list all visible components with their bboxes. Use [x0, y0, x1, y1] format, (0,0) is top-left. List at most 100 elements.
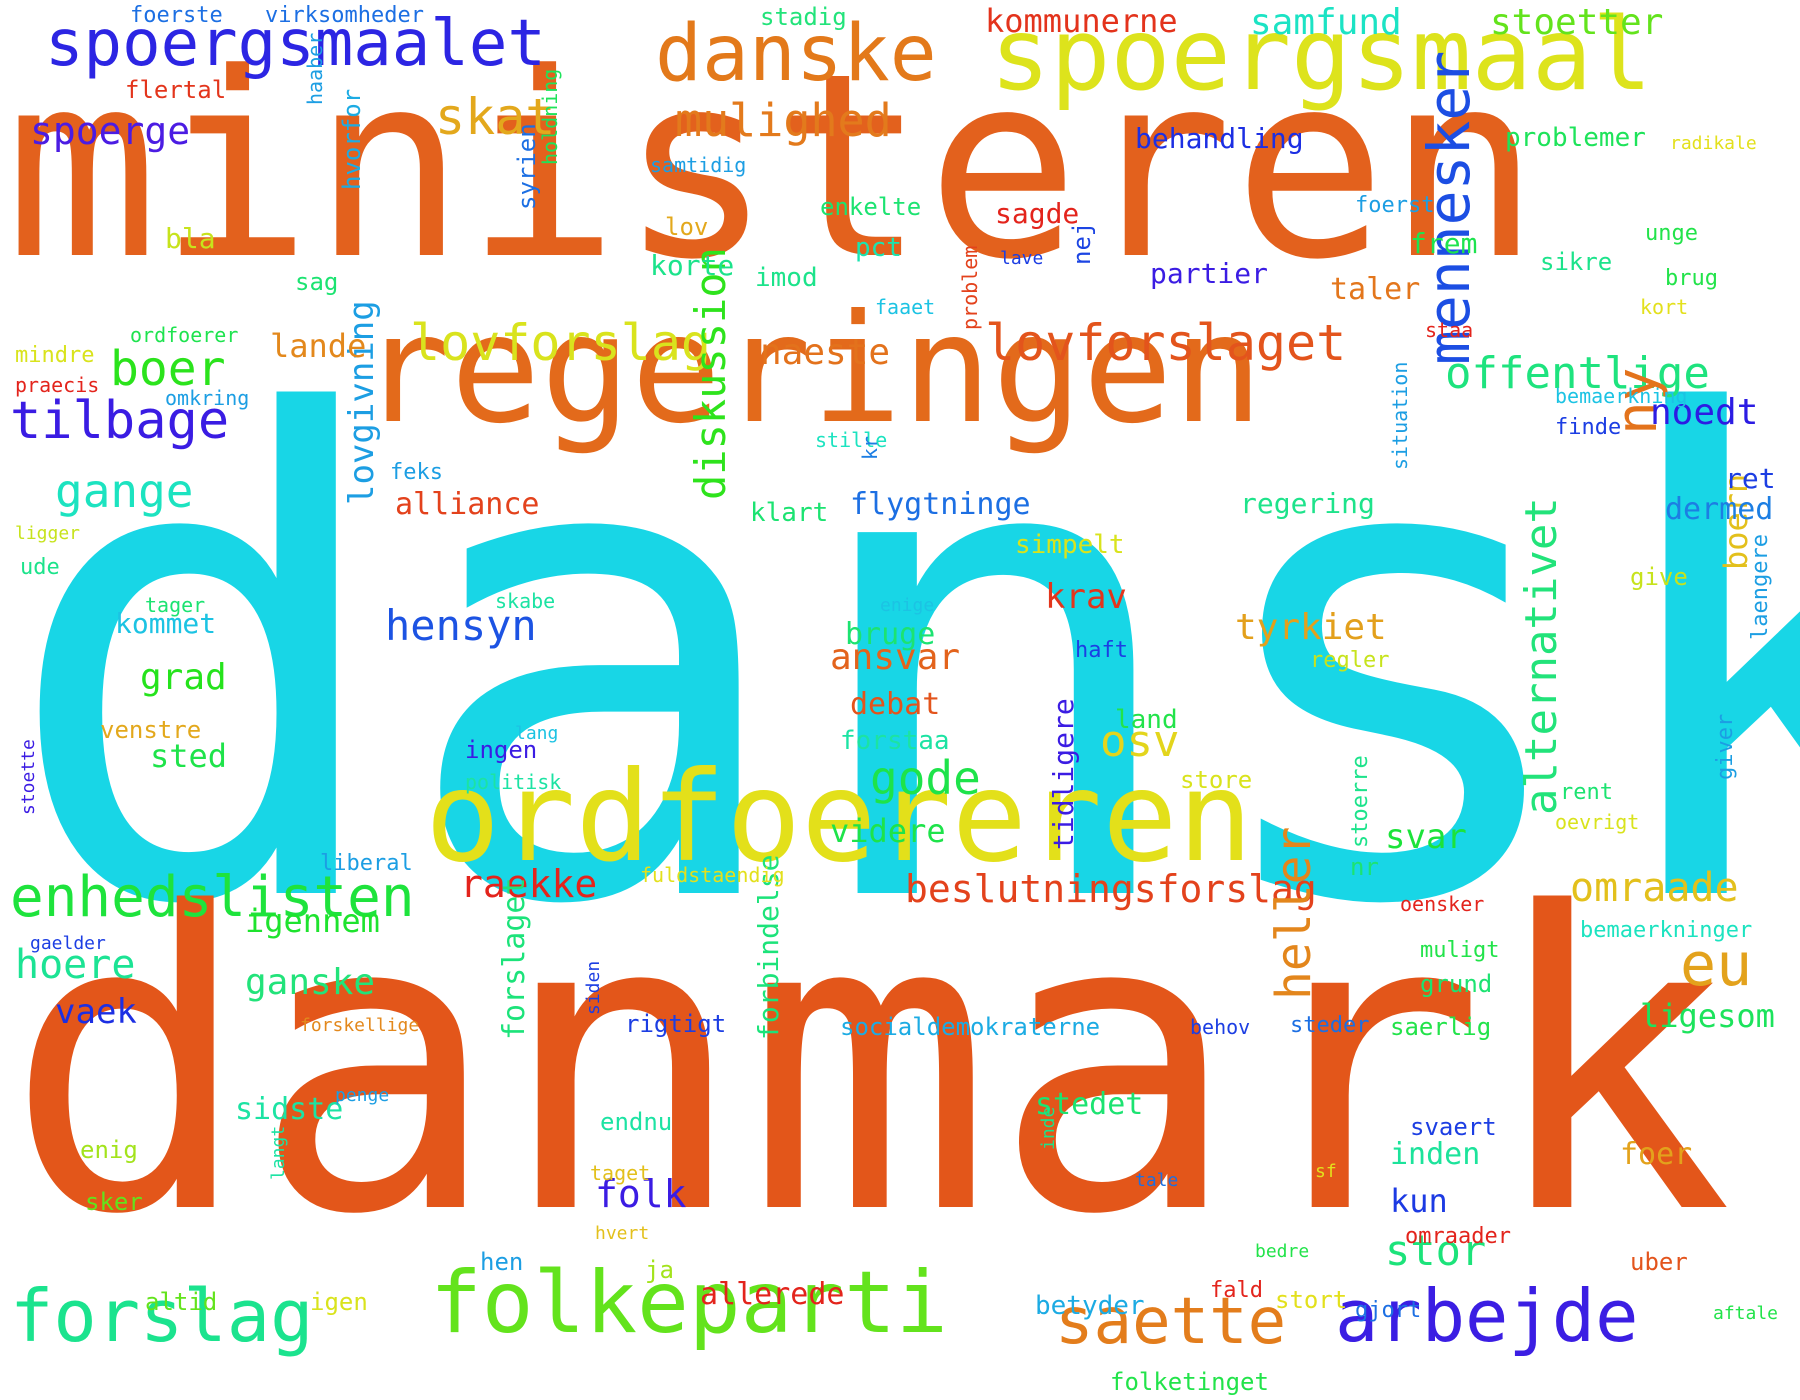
cloud-word: stille	[815, 428, 888, 452]
cloud-word: nr	[1350, 853, 1379, 881]
cloud-word: lande	[270, 327, 367, 365]
cloud-word: laengere	[1748, 534, 1773, 640]
cloud-word: fuldstaendig	[640, 863, 785, 887]
cloud-word: svaert	[1410, 1113, 1497, 1141]
cloud-word: bruge	[845, 617, 936, 652]
cloud-word: frem	[1410, 227, 1478, 260]
cloud-word: sidste	[235, 1092, 344, 1127]
cloud-word: land	[1115, 705, 1178, 735]
cloud-word: spoerge	[30, 109, 191, 153]
cloud-word: grad	[140, 657, 227, 698]
cloud-word: muligt	[1420, 938, 1500, 963]
cloud-word: holdning	[538, 68, 562, 165]
cloud-word: foerste	[130, 3, 223, 28]
cloud-word: diskussion	[686, 247, 735, 500]
cloud-word: brug	[1665, 266, 1718, 291]
cloud-word: naeste	[760, 332, 891, 373]
cloud-word: lovforslaget	[985, 314, 1347, 372]
cloud-word: bedre	[1255, 1241, 1310, 1262]
cloud-word: samfund	[1250, 2, 1402, 43]
cloud-word: ret	[1725, 462, 1776, 495]
cloud-word: rigtigt	[625, 1010, 727, 1038]
cloud-word: lang	[515, 723, 559, 744]
cloud-word: arbejde	[1335, 1274, 1639, 1358]
cloud-word: radikale	[1670, 133, 1757, 154]
cloud-word: virksomheder	[265, 3, 424, 28]
cloud-word: beslutningsforslag	[905, 867, 1317, 911]
cloud-word: uber	[1630, 1248, 1688, 1276]
cloud-word: oevrigt	[1555, 810, 1640, 834]
cloud-word: hen	[480, 1248, 524, 1276]
cloud-word: stedet	[1035, 1087, 1144, 1122]
cloud-word: mindre	[15, 343, 95, 368]
cloud-word: vaek	[55, 992, 137, 1032]
cloud-word: videre	[830, 812, 946, 850]
cloud-word: danske	[655, 9, 937, 99]
cloud-word: debat	[850, 687, 941, 722]
cloud-word: korte	[650, 249, 735, 282]
cloud-word: ordfoereren	[425, 745, 1253, 890]
cloud-word: feks	[390, 460, 443, 485]
cloud-word: folk	[595, 1172, 687, 1216]
cloud-word: tidligere	[1047, 698, 1080, 850]
cloud-word: tale	[1135, 1170, 1179, 1191]
cloud-word: forstaa	[840, 726, 950, 756]
cloud-word: stadig	[760, 3, 847, 31]
cloud-word: behandling	[1135, 122, 1304, 155]
cloud-word: aftale	[1713, 1303, 1779, 1324]
cloud-word: simpelt	[1015, 530, 1125, 560]
cloud-word: kun	[1390, 1182, 1448, 1220]
cloud-word: bemaerkninger	[1580, 918, 1753, 943]
cloud-word: finde	[1555, 415, 1622, 440]
cloud-word: lave	[1000, 248, 1044, 269]
cloud-word: liberal	[320, 851, 413, 876]
cloud-word: nej	[1068, 221, 1096, 265]
cloud-word: penge	[335, 1085, 390, 1106]
cloud-word: stoerre	[1348, 755, 1373, 848]
cloud-word: spoergsmaal	[990, 0, 1653, 113]
cloud-word: eu	[1680, 930, 1753, 1000]
cloud-word: sker	[85, 1188, 143, 1216]
cloud-word: behov	[1190, 1015, 1251, 1039]
cloud-word: forslag	[10, 1274, 314, 1358]
cloud-word: dansk	[0, 280, 1800, 1049]
cloud-word: hoere	[15, 942, 136, 988]
cloud-word: regler	[1310, 648, 1390, 673]
cloud-word: folkeparti	[430, 1253, 948, 1353]
cloud-word: hvert	[595, 1223, 650, 1244]
cloud-word: hvorfor	[338, 88, 366, 190]
cloud-word: dermed	[1665, 492, 1774, 527]
cloud-word: endnu	[600, 1108, 673, 1136]
cloud-word: imod	[755, 263, 818, 293]
cloud-word: forslaget	[497, 877, 532, 1040]
cloud-word: heller	[1266, 826, 1322, 1000]
cloud-word: lovforslag	[410, 314, 712, 372]
cloud-word: osv	[1100, 716, 1180, 767]
cloud-word: lov	[665, 213, 709, 241]
cloud-word: rent	[1560, 780, 1613, 805]
cloud-word: kr	[858, 435, 882, 460]
cloud-word: svar	[1385, 817, 1467, 857]
cloud-word: enig	[80, 1136, 138, 1164]
cloud-word: hensyn	[385, 601, 537, 650]
cloud-word: igen	[310, 1288, 368, 1316]
cloud-word: skat	[435, 88, 556, 146]
cloud-word: altid	[145, 1288, 218, 1316]
cloud-word: gaelder	[30, 933, 106, 954]
cloud-word: alternativet	[1516, 497, 1567, 815]
cloud-word: foer	[1620, 1137, 1693, 1172]
cloud-word: skabe	[495, 589, 556, 613]
cloud-word: ligger	[15, 523, 81, 544]
cloud-word: tyrkiet	[1235, 607, 1387, 648]
cloud-word: langt	[268, 1125, 289, 1180]
cloud-word: gjort	[1355, 1298, 1422, 1323]
cloud-word: omraader	[1405, 1224, 1511, 1249]
cloud-word: ansvar	[830, 637, 961, 678]
cloud-word: kort	[1640, 295, 1689, 319]
cloud-word: flygtninge	[850, 487, 1031, 522]
cloud-word: situation	[1388, 361, 1412, 470]
cloud-word: ministeren	[5, 19, 1541, 316]
cloud-word: giver	[1713, 713, 1738, 780]
cloud-word: problem	[958, 245, 982, 330]
